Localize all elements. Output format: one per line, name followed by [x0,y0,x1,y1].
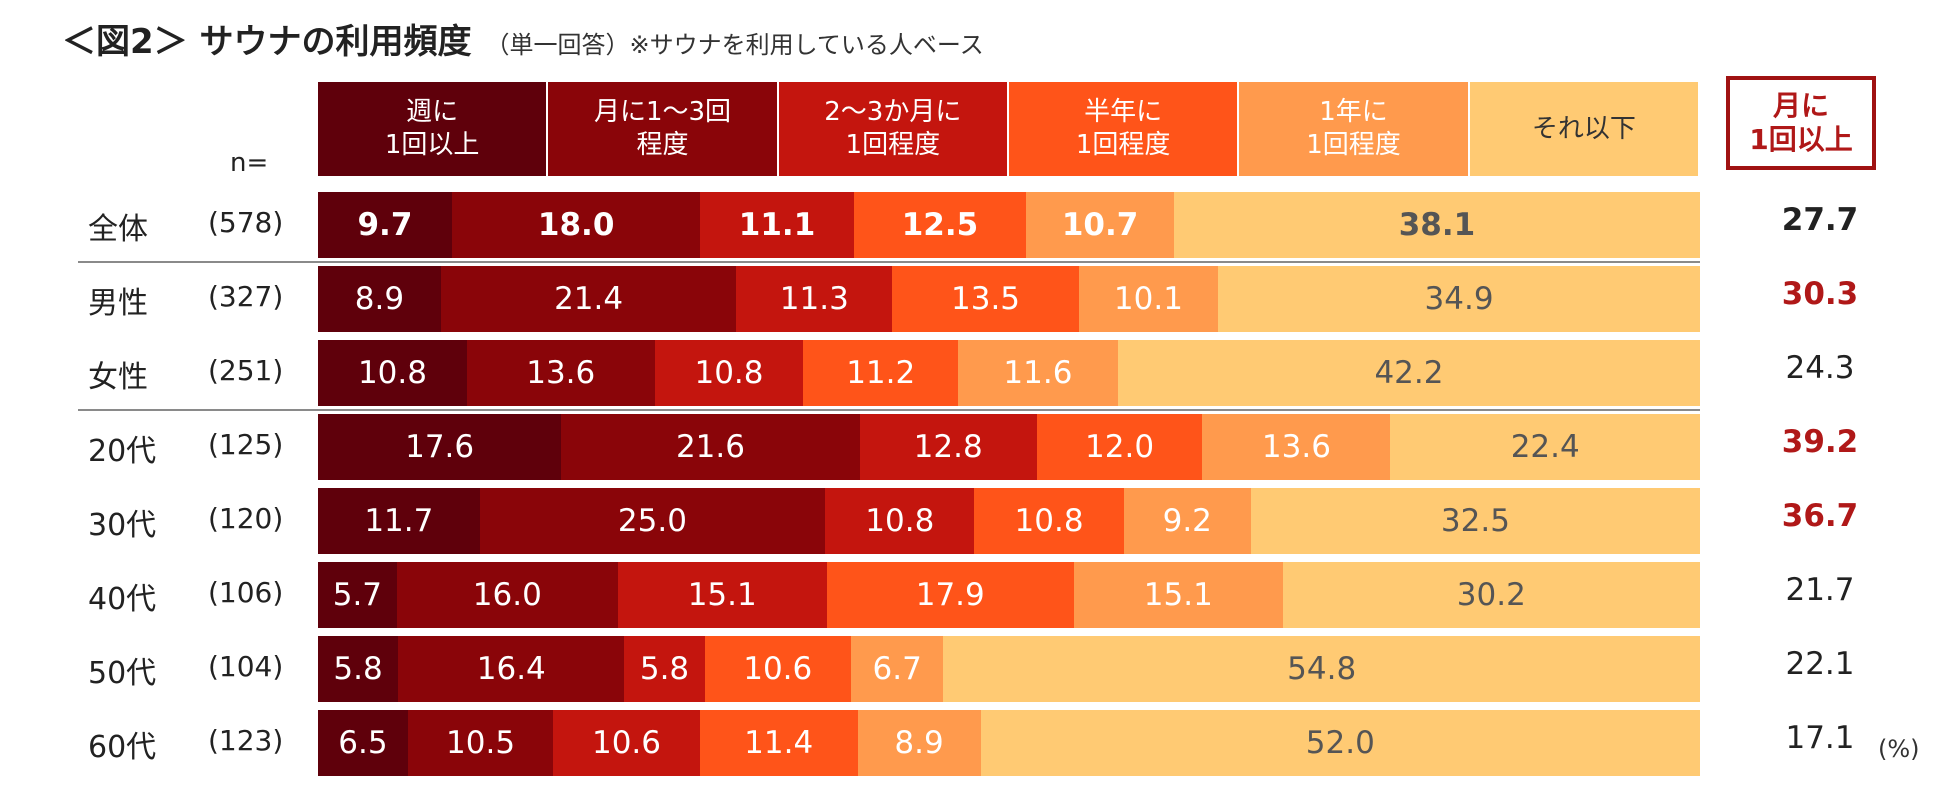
chart-title-subtitle: （単一回答）※サウナを利用している人ベース [485,31,984,59]
monthly-or-more-value: 24.3 [1785,350,1855,386]
bar-segment: 42.2 [1117,340,1700,406]
legend-item-6: それ以下 [1469,82,1698,176]
bar-segment: 32.5 [1250,488,1700,554]
monthly-or-more-value: 22.1 [1785,646,1855,682]
bar-segment: 11.7 [318,488,480,554]
bar-segment: 21.4 [440,266,737,332]
bar-segment: 52.0 [980,710,1700,776]
bar-segment: 12.5 [853,192,1027,258]
bar-segment: 8.9 [857,710,981,776]
row-sample-size: (327) [208,280,284,313]
bar-segment: 17.6 [318,414,562,480]
bar-segment: 11.6 [957,340,1118,406]
bar-segment: 8.9 [318,266,441,332]
legend-item-1: 週に 1回以上 [318,82,547,176]
monthly-or-more-value: 30.3 [1781,276,1859,312]
bar-segment: 38.1 [1173,192,1700,258]
row-sample-size: (120) [208,502,284,535]
bar-segment: 12.8 [859,414,1037,480]
bar-segment: 11.3 [736,266,893,332]
chart-title: ＜図2＞ サウナの利用頻度 （単一回答）※サウナを利用している人ベース [62,14,984,63]
monthly-or-more-value: 39.2 [1781,424,1859,460]
bar-segment: 15.1 [617,562,827,628]
bar-segment: 16.4 [398,636,625,702]
bar-segment: 15.1 [1073,562,1283,628]
monthly-or-more-value: 27.7 [1781,202,1859,238]
bar-segment: 9.7 [318,192,452,258]
row-label: 女性 [88,360,148,395]
legend-item-3: 2～3か月に 1回程度 [778,82,1007,176]
row-label: 30代 [88,508,157,543]
bar-segment: 16.0 [396,562,618,628]
bar-segment: 10.6 [704,636,851,702]
bar-segment: 10.8 [318,340,467,406]
row-label: 40代 [88,582,157,617]
unit-label: (%) [1878,735,1920,763]
bar-segment: 17.9 [826,562,1074,628]
monthly-or-more-header: 月に 1回以上 [1726,76,1876,170]
chart-title-main: ＜図2＞ サウナの利用頻度 [62,22,472,62]
legend-item-4: 半年に 1回程度 [1009,82,1238,176]
bar-segment: 5.8 [318,636,399,702]
bar-segment: 21.6 [561,414,860,480]
bar-segment: 5.7 [318,562,397,628]
bar-segment: 13.6 [466,340,655,406]
bar-segment: 18.0 [451,192,701,258]
legend-item-5: 1年に 1回程度 [1239,82,1468,176]
bar-segment: 13.6 [1202,414,1391,480]
bar-segment: 30.2 [1282,562,1700,628]
group-divider [78,261,1700,263]
bar-segment: 10.8 [825,488,975,554]
bar-segment: 6.7 [850,636,944,702]
row-label: 60代 [88,730,157,765]
bar-segment: 22.4 [1390,414,1700,480]
bar-segment: 12.0 [1036,414,1203,480]
bar-segment: 11.2 [803,340,958,406]
bar-segment: 5.8 [624,636,705,702]
row-label: 全体 [88,212,148,247]
monthly-or-more-value: 17.1 [1785,720,1855,756]
row-label: 男性 [88,286,148,321]
bar-segment: 25.0 [479,488,826,554]
row-label: 50代 [88,656,157,691]
group-divider [78,409,1700,411]
n-column-header: n= [230,148,269,178]
bar-segment: 6.5 [318,710,408,776]
row-sample-size: (125) [208,428,284,461]
row-sample-size: (578) [208,206,284,239]
bar-segment: 11.1 [700,192,854,258]
bar-segment: 10.8 [654,340,804,406]
bar-segment: 11.4 [699,710,858,776]
bar-segment: 13.5 [892,266,1079,332]
bar-segment: 10.5 [407,710,554,776]
monthly-or-more-value: 21.7 [1785,572,1855,608]
row-sample-size: (123) [208,724,284,757]
row-sample-size: (251) [208,354,284,387]
legend-item-2: 月に1～3回 程度 [548,82,777,176]
monthly-or-more-value: 36.7 [1781,498,1859,534]
bar-segment: 10.8 [974,488,1124,554]
row-sample-size: (104) [208,650,284,683]
row-label: 20代 [88,434,157,469]
bar-segment: 54.8 [943,636,1700,702]
bar-segment: 10.1 [1078,266,1219,332]
bar-segment: 10.6 [553,710,700,776]
bar-segment: 9.2 [1123,488,1251,554]
bar-segment: 10.7 [1026,192,1174,258]
bar-segment: 34.9 [1218,266,1700,332]
row-sample-size: (106) [208,576,284,609]
